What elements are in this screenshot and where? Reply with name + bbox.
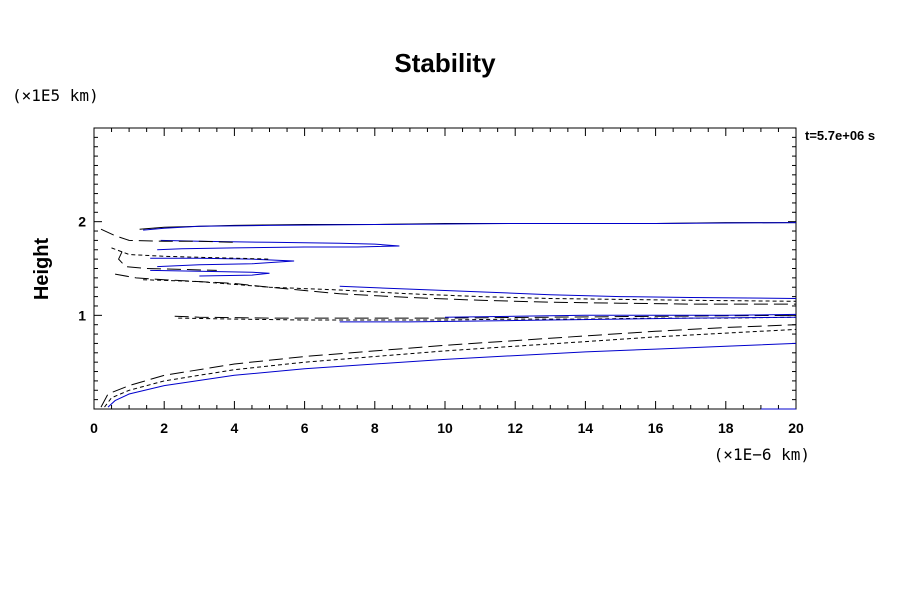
series-line-2	[104, 328, 797, 408]
series-line-12	[115, 273, 796, 305]
x-tick-label: 6	[301, 420, 309, 436]
y-tick-label: 1	[78, 307, 86, 323]
x-tick-label: 8	[371, 420, 379, 436]
x-tick-label: 10	[437, 420, 453, 436]
time-label: t=5.7e+06 s	[805, 128, 875, 143]
y-axis-label: Height	[31, 238, 53, 301]
series-line-11	[150, 269, 270, 277]
x-tick-label: 2	[160, 420, 168, 436]
series-line-3	[100, 324, 797, 408]
series-line-7	[100, 228, 235, 243]
x-tick-label: 18	[718, 420, 734, 436]
series-line-9	[111, 247, 270, 260]
series-line-14	[339, 285, 797, 299]
series-line-8	[150, 257, 295, 268]
x-tick-label: 4	[231, 420, 239, 436]
y-tick-label: 2	[78, 214, 86, 230]
series-line-17	[339, 316, 797, 323]
series-group	[100, 222, 797, 410]
series-line-15	[174, 314, 797, 319]
x-tick-label: 20	[788, 420, 804, 436]
series-line-5	[143, 222, 797, 231]
x-tick-label: 0	[90, 420, 98, 436]
x-tick-label: 16	[648, 420, 664, 436]
x-tick-label: 14	[578, 420, 594, 436]
series-line-18	[444, 313, 797, 318]
series-line-13	[143, 279, 797, 302]
x-multiplier-label: (×1E−6 km)	[714, 445, 810, 464]
chart-title: Stability	[394, 48, 496, 78]
plot-frame	[93, 127, 797, 410]
y-multiplier-label: (×1E5 km)	[12, 86, 99, 105]
x-tick-label: 12	[507, 420, 523, 436]
series-line-6	[157, 239, 400, 251]
axis-ticks	[93, 127, 797, 410]
series-line-10	[118, 251, 217, 271]
series-line-1	[107, 342, 797, 408]
